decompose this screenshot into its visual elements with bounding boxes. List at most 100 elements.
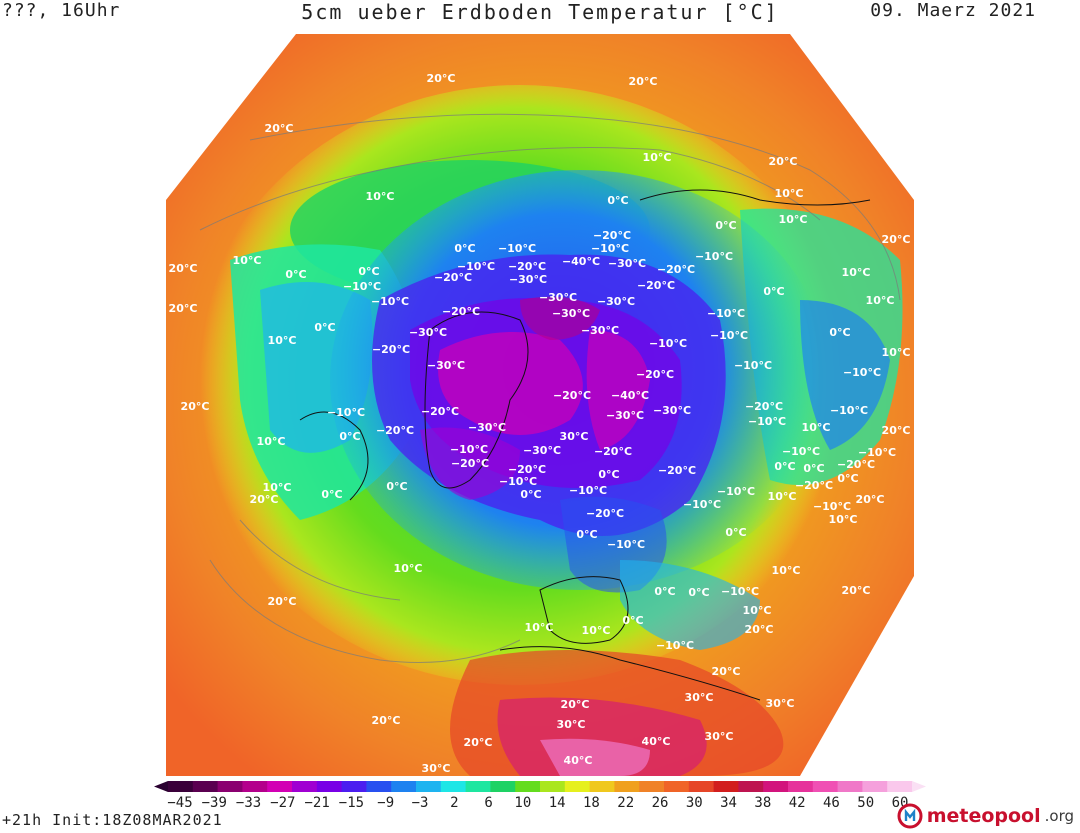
isotherm-label: 10°C [257, 435, 286, 448]
isotherm-label: 0°C [715, 219, 736, 232]
isotherm-label: 0°C [520, 488, 541, 501]
isotherm-label: −30°C [468, 421, 506, 434]
isotherm-label: −30°C [427, 359, 465, 372]
color-scale-swatch [713, 781, 739, 792]
color-scale-swatch [292, 781, 318, 792]
isotherm-label: 10°C [802, 421, 831, 434]
color-scale-tick-label: 14 [548, 795, 566, 811]
isotherm-label: −20°C [508, 463, 546, 476]
isotherm-label: 0°C [763, 285, 784, 298]
isotherm-label: −20°C [657, 263, 695, 276]
isotherm-label: 20°C [464, 736, 493, 749]
coastlines [299, 189, 871, 701]
color-scale-tick-label: 18 [582, 795, 600, 811]
map-field [166, 34, 914, 776]
isotherm-label: 40°C [564, 754, 593, 767]
isotherm-label: 20°C [265, 122, 294, 135]
isotherm-label: −10°C [499, 475, 537, 488]
isotherm-label: 20°C [769, 155, 798, 168]
isotherm-label: −40°C [562, 255, 600, 268]
isotherm-label: −20°C [745, 400, 783, 413]
isotherm-label: 0°C [622, 614, 643, 627]
isotherm-label: −30°C [608, 257, 646, 270]
color-scale-swatch [242, 781, 268, 792]
color-scale-tick-label: 42 [788, 795, 806, 811]
isotherm-label: 20°C [882, 424, 911, 437]
isotherm-label: −10°C [591, 242, 629, 255]
isotherm-label: −10°C [858, 446, 896, 459]
forecast-time-label: ???, 16Uhr [2, 0, 121, 21]
isotherm-label: 0°C [829, 326, 850, 339]
color-scale-tick-label: 10 [514, 795, 532, 811]
color-scale-swatch [887, 781, 913, 792]
color-scale-tick-label: −27 [270, 795, 296, 811]
isotherm-label: 20°C [169, 262, 198, 275]
isotherm-label: −20°C [658, 464, 696, 477]
isotherm-label: −10°C [327, 406, 365, 419]
color-scale-bar [154, 781, 926, 792]
color-scale-swatch [217, 781, 243, 792]
meteopool-logo-icon [897, 803, 923, 829]
isotherm-label: 30°C [422, 762, 451, 775]
color-scale-tick-label: −45 [167, 795, 193, 811]
logo-tld: .org [1044, 807, 1074, 825]
color-scale-tick-label: 2 [450, 795, 459, 811]
color-scale-swatch [391, 781, 417, 792]
isotherm-label: −20°C [586, 507, 624, 520]
isotherm-label: 10°C [233, 254, 262, 267]
isotherm-label: 30°C [685, 691, 714, 704]
color-scale-swatch [664, 781, 690, 792]
isotherm-label: −20°C [376, 424, 414, 437]
color-scale-swatch [465, 781, 491, 792]
isotherm-label: 10°C [394, 562, 423, 575]
isotherm-label: 0°C [607, 194, 628, 207]
isotherm-label: 20°C [882, 233, 911, 246]
meteopool-logo[interactable]: meteopool .org [897, 803, 1074, 829]
isotherm-label: 30°C [560, 430, 589, 443]
isotherm-label: −20°C [636, 368, 674, 381]
isotherm-label: 20°C [268, 595, 297, 608]
isotherm-label: 10°C [866, 294, 895, 307]
isotherm-label: 20°C [856, 493, 885, 506]
color-scale-tick-label: −15 [338, 795, 365, 811]
color-scale-tick-label: 50 [857, 795, 875, 811]
isotherm-label: 0°C [654, 585, 675, 598]
color-scale-swatch [540, 781, 566, 792]
isotherm-label: 0°C [837, 472, 858, 485]
isotherm-label: 20°C [427, 72, 456, 85]
isotherm-label: 0°C [386, 480, 407, 493]
isotherm-label: 20°C [745, 623, 774, 636]
color-scale-swatch [812, 781, 839, 792]
isotherm-label: −20°C [508, 260, 546, 273]
logo-name: meteopool [926, 805, 1041, 827]
color-scale-swatch [589, 781, 615, 792]
isotherm-label: −10°C [450, 443, 488, 456]
isotherm-label: −10°C [457, 260, 495, 273]
isotherm-label: −10°C [569, 484, 607, 497]
isotherm-label: 10°C [643, 151, 672, 164]
isotherm-label: 0°C [774, 460, 795, 473]
isotherm-label: 10°C [842, 266, 871, 279]
isotherm-label: −10°C [734, 359, 772, 372]
isotherm-lines [199, 113, 901, 663]
isotherm-label: −20°C [593, 229, 631, 242]
isotherm-label: 0°C [454, 242, 475, 255]
color-scale-swatch [416, 781, 442, 792]
isotherm-label: −10°C [695, 250, 733, 263]
isotherm-label: −40°C [611, 389, 649, 402]
isotherm-label: 10°C [743, 604, 772, 617]
isotherm-label: 10°C [775, 187, 804, 200]
color-scale-swatch [168, 781, 194, 792]
isotherm-label: 0°C [576, 528, 597, 541]
isotherm-label: 0°C [339, 430, 360, 443]
isotherm-label: 40°C [642, 735, 671, 748]
isotherm-label: −10°C [721, 585, 759, 598]
isotherm-label: 20°C [372, 714, 401, 727]
isotherm-labels: 20°C 20°C 20°C 10°C 20°C 10°C 0°C 10°C 10°C 0°C 20… [169, 72, 911, 775]
isotherm-label: −30°C [597, 295, 635, 308]
isotherm-label: −20°C [594, 445, 632, 458]
isotherm-label: −10°C [782, 445, 820, 458]
isotherm-label: 10°C [768, 490, 797, 503]
isotherm-label: 10°C [829, 513, 858, 526]
